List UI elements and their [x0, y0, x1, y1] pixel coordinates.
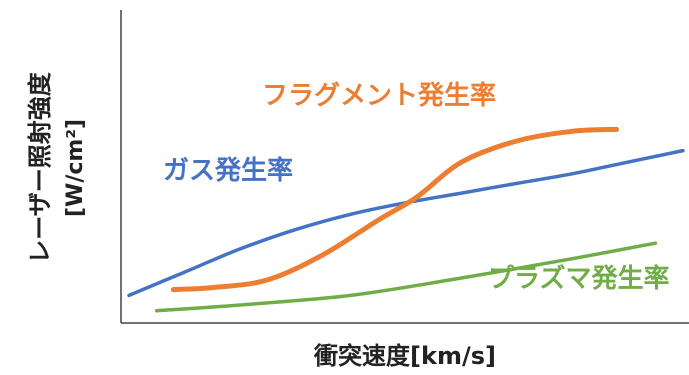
y-axis-label-text: レーザー照射強度: [26, 71, 54, 264]
series-line-plasma: [154, 241, 658, 313]
x-axis-label: 衝突速度[km/s]: [313, 342, 496, 370]
series-layer: [127, 126, 685, 313]
y-axis-label: レーザー照射強度 [W/cm²]: [26, 71, 88, 264]
series-label-fragment: フラグメント発生率: [262, 80, 496, 111]
series-line-fragment: [170, 126, 619, 293]
series-label-gas: ガス発生率: [163, 155, 293, 186]
series-label-plasma: プラズマ発生率: [488, 263, 669, 294]
y-axis-unit-text: [W/cm²]: [63, 119, 88, 217]
